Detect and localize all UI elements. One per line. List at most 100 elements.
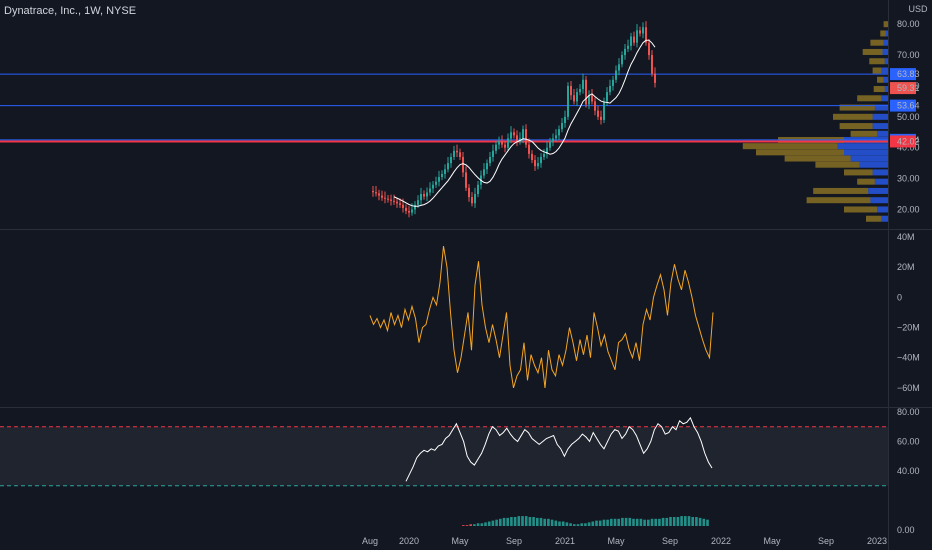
- histogram-bar: [580, 523, 583, 526]
- candle-body: [624, 48, 626, 56]
- oscillator-axis-tick: −40M: [897, 353, 920, 363]
- candle-body: [408, 211, 410, 213]
- candle-body: [444, 169, 446, 174]
- candle-body: [411, 209, 413, 213]
- candle-body: [402, 204, 404, 208]
- candle-body: [498, 141, 500, 145]
- price-axis-currency: USD: [908, 4, 928, 14]
- price-axis-tick: 20.00: [897, 204, 920, 214]
- histogram-bar: [547, 518, 550, 526]
- histogram-bar: [487, 521, 491, 526]
- volume-profile-bar: [885, 30, 888, 37]
- candle-body: [513, 132, 515, 136]
- volume-profile-bar: [883, 76, 888, 83]
- histogram-bar: [691, 517, 694, 526]
- volume-profile-bar: [874, 178, 888, 185]
- candle-body: [561, 123, 563, 130]
- candle-body: [453, 150, 455, 157]
- candle-body: [537, 163, 539, 167]
- volume-profile-bar: [813, 187, 869, 194]
- candle-body: [477, 184, 479, 195]
- candle-body: [459, 152, 461, 157]
- candle-body: [564, 116, 566, 123]
- histogram-bar: [543, 518, 546, 526]
- volume-profile-bar: [884, 86, 888, 93]
- volume-profile-bar: [881, 95, 888, 102]
- candle-body: [621, 55, 623, 65]
- volume-profile-bar: [862, 48, 883, 55]
- candle-body: [450, 156, 452, 164]
- histogram-bar: [621, 517, 624, 526]
- time-axis-tick: Sep: [662, 536, 678, 546]
- candle-body: [474, 194, 476, 204]
- histogram-bar: [550, 519, 554, 526]
- candle-body: [651, 55, 653, 74]
- candle-body: [399, 203, 401, 205]
- candle-body: [579, 89, 581, 93]
- volume-profile-bar: [869, 58, 885, 65]
- price-axis-tick: 50.00: [897, 112, 920, 122]
- price-level-label-box: [890, 135, 916, 148]
- time-axis-tick: May: [451, 536, 469, 546]
- rsi-axis-tick: 40.00: [897, 466, 920, 476]
- histogram-bar: [647, 519, 650, 526]
- candle-body: [405, 207, 407, 212]
- histogram-bar: [576, 524, 580, 526]
- histogram-bar: [661, 517, 665, 526]
- volume-profile-bar: [868, 187, 888, 194]
- histogram-bar: [462, 525, 465, 526]
- oscillator-axis-tick: −60M: [897, 383, 920, 393]
- time-axis-tick: 2022: [711, 536, 731, 546]
- candle-body: [501, 141, 503, 145]
- candle-body: [375, 192, 377, 194]
- volume-profile-bar: [839, 104, 875, 111]
- candle-body: [423, 194, 425, 197]
- volume-profile-bar: [877, 130, 888, 137]
- candle-body: [636, 30, 638, 43]
- histogram-bar: [702, 518, 706, 526]
- candle-body: [390, 199, 392, 201]
- volume-profile-bar: [884, 58, 888, 65]
- histogram-bar: [669, 517, 672, 526]
- candle-body: [612, 79, 614, 86]
- candle-body: [462, 156, 464, 173]
- histogram-bar: [676, 517, 680, 526]
- volume-profile-bar: [859, 161, 888, 168]
- candle-body: [381, 195, 383, 198]
- volume-profile-bar: [873, 86, 885, 93]
- histogram-bar: [610, 518, 613, 526]
- candle-body: [543, 153, 545, 157]
- histogram-bar: [510, 517, 513, 526]
- candle-body: [630, 36, 632, 46]
- candle-body: [465, 172, 467, 188]
- candle-body: [456, 150, 458, 153]
- candle-body: [396, 201, 398, 204]
- histogram-bar: [573, 524, 576, 526]
- histogram-bar: [495, 519, 498, 526]
- histogram-bar: [517, 516, 521, 526]
- histogram-bar: [521, 516, 524, 526]
- candle-body: [528, 144, 530, 154]
- histogram-bar: [491, 520, 495, 526]
- candle-body: [552, 138, 554, 142]
- time-axis-tick: 2020: [399, 536, 419, 546]
- volume-profile-bar: [850, 130, 877, 137]
- volume-profile-bar: [877, 206, 888, 213]
- candle-body: [429, 188, 431, 193]
- volume-profile-bar: [844, 169, 873, 176]
- candle-body: [387, 198, 389, 200]
- histogram-bar: [643, 519, 646, 526]
- histogram-bar: [632, 518, 635, 526]
- histogram-bar: [513, 517, 517, 526]
- candle-body: [570, 85, 572, 96]
- candle-body: [549, 141, 551, 148]
- histogram-bar: [554, 520, 558, 526]
- histogram-bar: [561, 521, 565, 526]
- volume-profile-bar: [833, 113, 873, 120]
- candle-body: [600, 116, 602, 120]
- histogram-bar: [532, 517, 535, 526]
- candle-body: [606, 92, 608, 102]
- volume-profile-bar: [883, 21, 888, 28]
- oscillator-line: [369, 246, 714, 389]
